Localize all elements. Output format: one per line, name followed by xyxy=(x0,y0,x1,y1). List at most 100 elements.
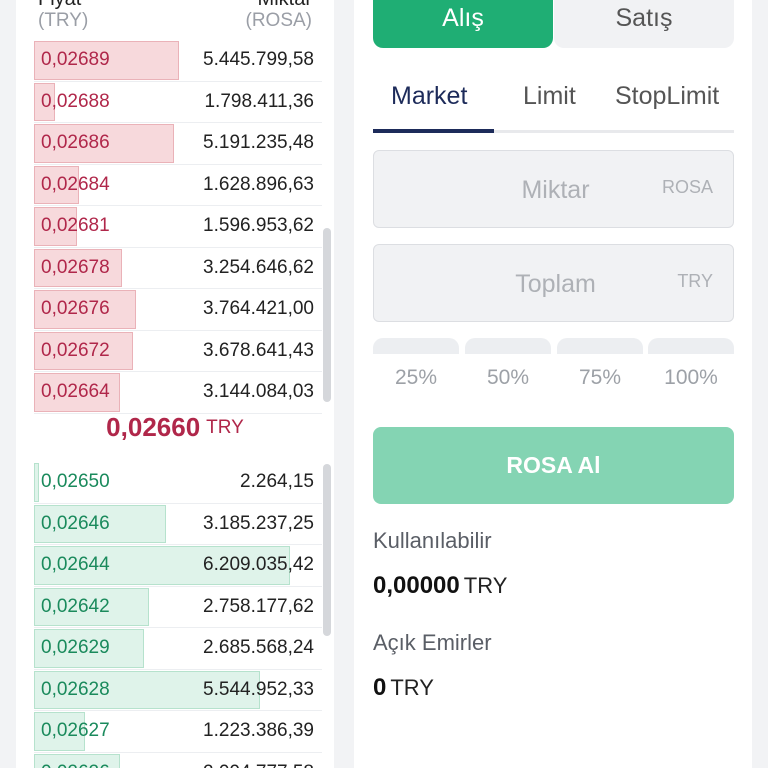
bid-row[interactable]: 0,02629 2.685.568,24 xyxy=(34,628,322,670)
row-price: 0,02628 xyxy=(41,678,110,700)
total-input[interactable] xyxy=(374,245,737,323)
sell-tab[interactable]: Satış xyxy=(554,0,734,48)
row-quantity: 2.685.568,24 xyxy=(203,637,314,658)
tab-stoplimit[interactable]: StopLimit xyxy=(615,82,720,110)
pct-100-label: 100% xyxy=(664,366,718,389)
ask-row[interactable]: 0,02688 1.798.411,36 xyxy=(34,82,322,123)
total-field[interactable]: TRY xyxy=(373,244,737,323)
buy-submit-button[interactable]: ROSA Al xyxy=(373,427,734,504)
depth-bar xyxy=(34,587,150,626)
row-quantity: 1.223.386,39 xyxy=(203,720,314,741)
available-currency: TRY xyxy=(463,573,508,598)
pct-100-button[interactable]: 100% xyxy=(648,338,734,389)
ask-row[interactable]: 0,02684 1.628.896,63 xyxy=(34,165,322,206)
depth-bar xyxy=(34,82,55,121)
available-value: 0,00000 xyxy=(373,572,460,599)
qty-column-header: Miktar xyxy=(258,0,312,11)
row-quantity: 3.144.084,03 xyxy=(203,381,314,402)
depth-bar xyxy=(34,207,77,246)
row-quantity: 5.191.235,48 xyxy=(203,132,314,153)
row-quantity: 3.678.641,43 xyxy=(203,339,314,361)
ask-row[interactable]: 0,02664 3.144.084,03 xyxy=(34,372,322,414)
ask-row[interactable]: 0,02686 5.191.235,48 xyxy=(34,123,322,165)
ask-row[interactable]: 0,02678 3.254.646,62 xyxy=(34,248,322,289)
row-price: 0,02644 xyxy=(41,554,110,575)
depth-bar xyxy=(34,290,136,329)
bid-row[interactable]: 0,02626 2.094.777,58 xyxy=(34,753,322,768)
row-price: 0,02627 xyxy=(41,720,110,741)
available-balance: 0,00000 TRY xyxy=(373,572,507,600)
ask-row[interactable]: 0,02672 3.678.641,43 xyxy=(34,331,322,372)
bid-row[interactable]: 0,02650 2.264,15 xyxy=(34,462,322,504)
depth-bar xyxy=(34,124,174,163)
pct-75-segment xyxy=(557,338,643,354)
pct-25-label: 25% xyxy=(394,366,438,389)
ask-list: 0,02689 5.445.799,58 0,02688 1.798.411,36 0,… xyxy=(34,40,322,414)
depth-bar xyxy=(34,712,85,751)
row-quantity: 6.209.035,42 xyxy=(203,554,314,575)
available-label: Kullanılabilir xyxy=(373,528,492,553)
row-price: 0,02688 xyxy=(41,90,110,112)
row-price: 0,02650 xyxy=(41,471,110,492)
order-book-header: Fiyat (TRY) Miktar (ROSA) xyxy=(16,0,312,36)
qty-column-unit: (ROSA) xyxy=(245,10,313,31)
amount-field[interactable]: ROSA xyxy=(373,150,737,229)
buy-tab[interactable]: Alış xyxy=(373,0,553,48)
depth-bar xyxy=(34,504,166,543)
row-price: 0,02646 xyxy=(41,512,110,534)
depth-bar xyxy=(34,41,180,80)
row-price: 0,02672 xyxy=(41,339,110,361)
row-quantity: 1.596.953,62 xyxy=(203,215,314,236)
depth-bar xyxy=(34,629,144,668)
row-quantity: 2.264,15 xyxy=(240,471,314,492)
row-quantity: 3.254.646,62 xyxy=(203,256,314,278)
row-price: 0,02678 xyxy=(41,256,110,278)
bid-row[interactable]: 0,02646 3.185.237,25 xyxy=(34,504,322,545)
order-type-tabs: Market Limit StopLimit xyxy=(373,70,734,134)
trade-panel: Alış Satış Market Limit StopLimit ROSA T… xyxy=(354,0,752,768)
row-price: 0,02664 xyxy=(41,381,110,402)
ask-row[interactable]: 0,02676 3.764.421,00 xyxy=(34,289,322,331)
ask-row[interactable]: 0,02681 1.596.953,62 xyxy=(34,206,322,248)
pct-75-label: 75% xyxy=(578,366,622,389)
bid-row[interactable]: 0,02642 2.758.177,62 xyxy=(34,587,322,628)
price-column-unit: (TRY) xyxy=(38,10,89,31)
ask-row[interactable]: 0,02689 5.445.799,58 xyxy=(34,40,322,82)
amount-input[interactable] xyxy=(374,151,737,229)
row-price: 0,02642 xyxy=(41,595,110,617)
row-quantity: 3.185.237,25 xyxy=(203,512,314,534)
depth-bar xyxy=(34,248,123,287)
bid-row[interactable]: 0,02627 1.223.386,39 xyxy=(34,711,322,753)
tab-market[interactable]: Market xyxy=(391,82,468,110)
pct-25-button[interactable]: 25% xyxy=(373,338,459,389)
active-tab-indicator xyxy=(373,129,494,133)
row-quantity: 2.758.177,62 xyxy=(203,595,314,617)
last-price: 0,02660 TRY xyxy=(16,412,334,456)
row-price: 0,02689 xyxy=(41,49,110,70)
row-quantity: 5.445.799,58 xyxy=(203,49,314,70)
depth-bar xyxy=(34,670,261,709)
amount-unit: ROSA xyxy=(661,177,713,197)
row-price: 0,02686 xyxy=(41,132,110,153)
bid-row[interactable]: 0,02644 6.209.035,42 xyxy=(34,545,322,587)
pct-50-label: 50% xyxy=(486,366,530,389)
pct-100-segment xyxy=(648,338,734,354)
last-price-currency: TRY xyxy=(206,416,244,438)
row-quantity: 3.764.421,00 xyxy=(203,298,314,319)
depth-bar xyxy=(34,753,120,768)
tab-limit[interactable]: Limit xyxy=(523,82,576,110)
depth-bar xyxy=(34,546,290,585)
bid-scrollbar[interactable] xyxy=(323,464,331,636)
ask-scrollbar[interactable] xyxy=(323,228,331,402)
bid-list: 0,02650 2.264,15 0,02646 3.185.237,25 0,0264… xyxy=(34,462,322,768)
row-price: 0,02676 xyxy=(41,298,110,319)
order-book: Fiyat (TRY) Miktar (ROSA) 0,02689 5.445.7… xyxy=(16,0,334,768)
price-column-header: Fiyat xyxy=(38,0,81,11)
open-orders-value: 0 xyxy=(373,674,387,701)
row-quantity: 2.094.777,58 xyxy=(203,762,314,768)
depth-bar xyxy=(34,331,134,370)
pct-50-button[interactable]: 50% xyxy=(465,338,551,389)
row-price: 0,02626 xyxy=(41,762,110,768)
pct-75-button[interactable]: 75% xyxy=(557,338,643,389)
bid-row[interactable]: 0,02628 5.544.952,33 xyxy=(34,670,322,711)
